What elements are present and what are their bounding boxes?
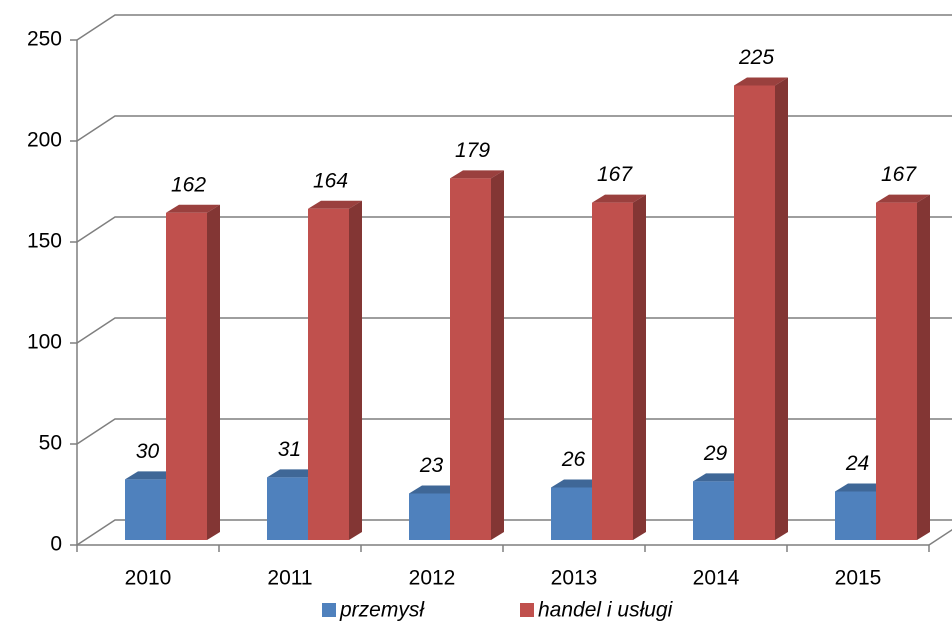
bar-side: [917, 194, 930, 540]
bar-side: [775, 77, 788, 540]
bar-side: [491, 170, 504, 541]
value-label: 24: [845, 452, 869, 475]
x-tick-label: 2012: [409, 567, 456, 590]
bar-top: [592, 194, 646, 203]
value-label: 167: [597, 163, 633, 186]
legend-swatch: [520, 603, 534, 617]
value-label: 23: [419, 454, 444, 477]
legend-swatch: [322, 603, 336, 617]
grid-line: [76, 519, 952, 546]
bar: [308, 200, 362, 540]
bar: [592, 194, 646, 540]
value-label: 26: [561, 448, 586, 471]
bar-top: [551, 479, 605, 488]
bar-top: [125, 471, 179, 480]
y-tick-label: 150: [27, 230, 62, 253]
value-label: 164: [313, 169, 348, 192]
bar-front: [693, 481, 734, 540]
legend-label: przemysł: [339, 599, 425, 622]
bar-front: [166, 212, 207, 540]
bar-side: [349, 200, 362, 540]
bar: [166, 204, 220, 540]
grid-line: [76, 14, 952, 41]
grid-line: [76, 216, 952, 243]
bar-front: [835, 491, 876, 540]
x-tick-label: 2011: [267, 567, 312, 590]
x-tick-label: 2014: [693, 567, 740, 590]
legend-label: handel i usługi: [538, 599, 674, 622]
y-tick-label: 100: [27, 331, 62, 354]
x-tick-label: 2010: [125, 567, 172, 590]
bar-top: [267, 469, 321, 478]
bar-top: [450, 170, 504, 179]
value-label: 29: [703, 442, 728, 465]
grid-line: [76, 418, 952, 445]
value-label: 30: [136, 440, 160, 463]
value-label: 162: [171, 173, 206, 196]
bar-top: [409, 485, 463, 494]
x-tick-label: 2015: [835, 567, 882, 590]
bar-front: [267, 477, 308, 540]
bar-top: [734, 77, 788, 86]
y-tick-label: 200: [27, 129, 62, 152]
grid-line: [76, 115, 952, 142]
bar-top: [308, 200, 362, 209]
bar-front: [551, 487, 592, 540]
bar: [876, 194, 930, 540]
bar-side: [207, 204, 220, 540]
bar-front: [409, 493, 450, 540]
grid-line: [76, 317, 952, 344]
value-label: 167: [881, 163, 917, 186]
value-label: 225: [738, 46, 774, 69]
x-tick-label: 2013: [551, 567, 598, 590]
bar-front: [876, 202, 917, 540]
bar-front: [592, 202, 633, 540]
value-label: 179: [455, 139, 490, 162]
floor-edge: [928, 528, 952, 546]
bar-top: [876, 194, 930, 203]
bar: [734, 77, 788, 540]
bar: [450, 170, 504, 541]
y-tick-label: 0: [50, 533, 62, 556]
y-tick-label: 250: [27, 28, 62, 51]
value-label: 31: [278, 438, 301, 461]
bar-front: [125, 479, 166, 540]
bar-front: [308, 208, 349, 540]
bar-top: [166, 204, 220, 213]
bar-side: [633, 194, 646, 540]
bar-front: [450, 178, 491, 541]
bar-top: [835, 483, 889, 492]
bar-front: [734, 85, 775, 540]
y-tick-label: 50: [39, 432, 62, 455]
bar-top: [693, 473, 747, 482]
